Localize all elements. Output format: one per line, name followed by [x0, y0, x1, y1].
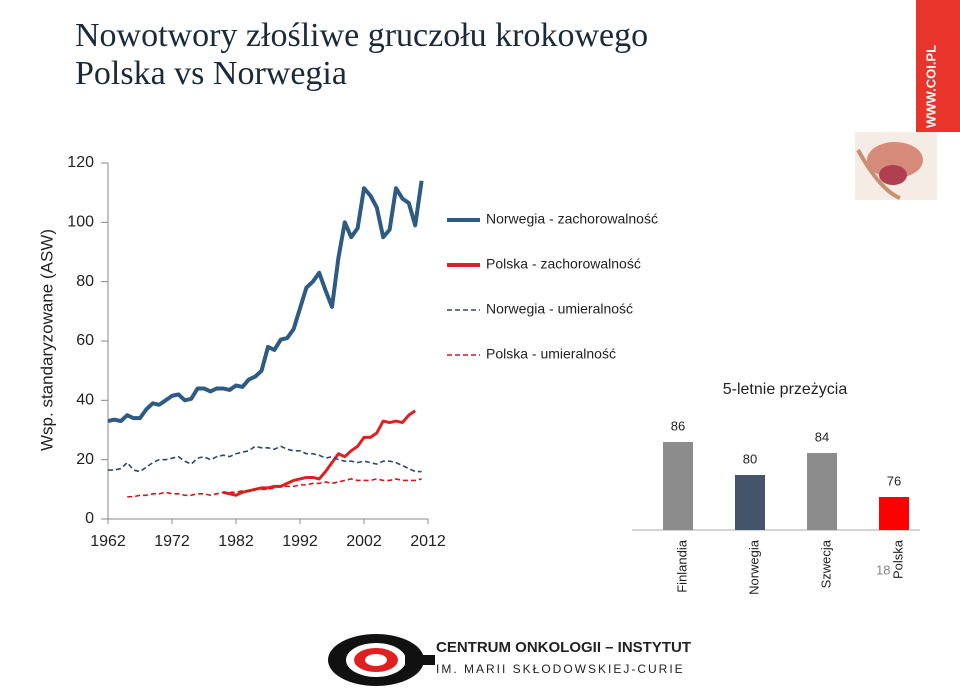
title: Nowotwory złośliwe gruczołu krokowego [75, 17, 648, 54]
y-tick-label: 0 [85, 510, 94, 527]
y-axis-label: Wsp. standaryzowane (ASW) [37, 229, 56, 451]
legend-label: Polska - zachorowalność [486, 256, 641, 272]
y-tick-label: 100 [67, 214, 94, 231]
bar [735, 475, 765, 530]
value-label: 86 [671, 418, 685, 433]
series-line [127, 478, 422, 498]
chart-title: 5-letnie przeżycia [723, 381, 848, 398]
x-tick-label: 1962 [90, 533, 126, 550]
url: WWW.COI.PL [923, 45, 938, 128]
legend-label: Norwegia - umieralność [486, 301, 633, 317]
x-tick-label: Szwecja [818, 539, 833, 588]
bar [879, 497, 909, 530]
bar [663, 442, 693, 530]
x-tick-label: 1982 [218, 533, 254, 550]
x-tick-label: Norwegia [746, 539, 761, 595]
series-line [108, 445, 422, 473]
bar [807, 453, 837, 530]
page-number: 18 [876, 562, 890, 577]
legend-label: Norwegia - zachorowalność [486, 211, 658, 227]
illustration [855, 132, 937, 200]
value-label: 76 [887, 473, 901, 488]
x-tick-label: 1972 [154, 533, 190, 550]
legend-label: Polska - umieralność [486, 346, 616, 362]
x-tick-label: 1992 [282, 533, 318, 550]
y-tick-label: 40 [76, 392, 94, 409]
y-tick-label: 20 [76, 451, 94, 468]
logo-text: CENTRUM ONKOLOGII – INSTYTUT [436, 639, 691, 656]
y-tick-label: 120 [67, 154, 94, 171]
logo-text: IM. MARII SKŁODOWSKIEJ-CURIE [436, 662, 685, 676]
logo: CENTRUM ONKOLOGII – INSTYTUT IM. MARII S… [328, 634, 691, 686]
x-tick-label: Finlandia [674, 539, 689, 593]
x-tick-label: 2002 [346, 533, 382, 550]
title: Polska vs Norwegia [75, 55, 347, 92]
y-tick-label: 80 [76, 273, 94, 290]
url-band [916, 0, 960, 132]
x-tick-label: Polska [890, 539, 905, 579]
value-label: 84 [815, 429, 829, 444]
series-line [107, 180, 424, 424]
x-tick-label: 2012 [410, 533, 446, 550]
value-label: 80 [743, 451, 757, 466]
y-tick-label: 60 [76, 332, 94, 349]
